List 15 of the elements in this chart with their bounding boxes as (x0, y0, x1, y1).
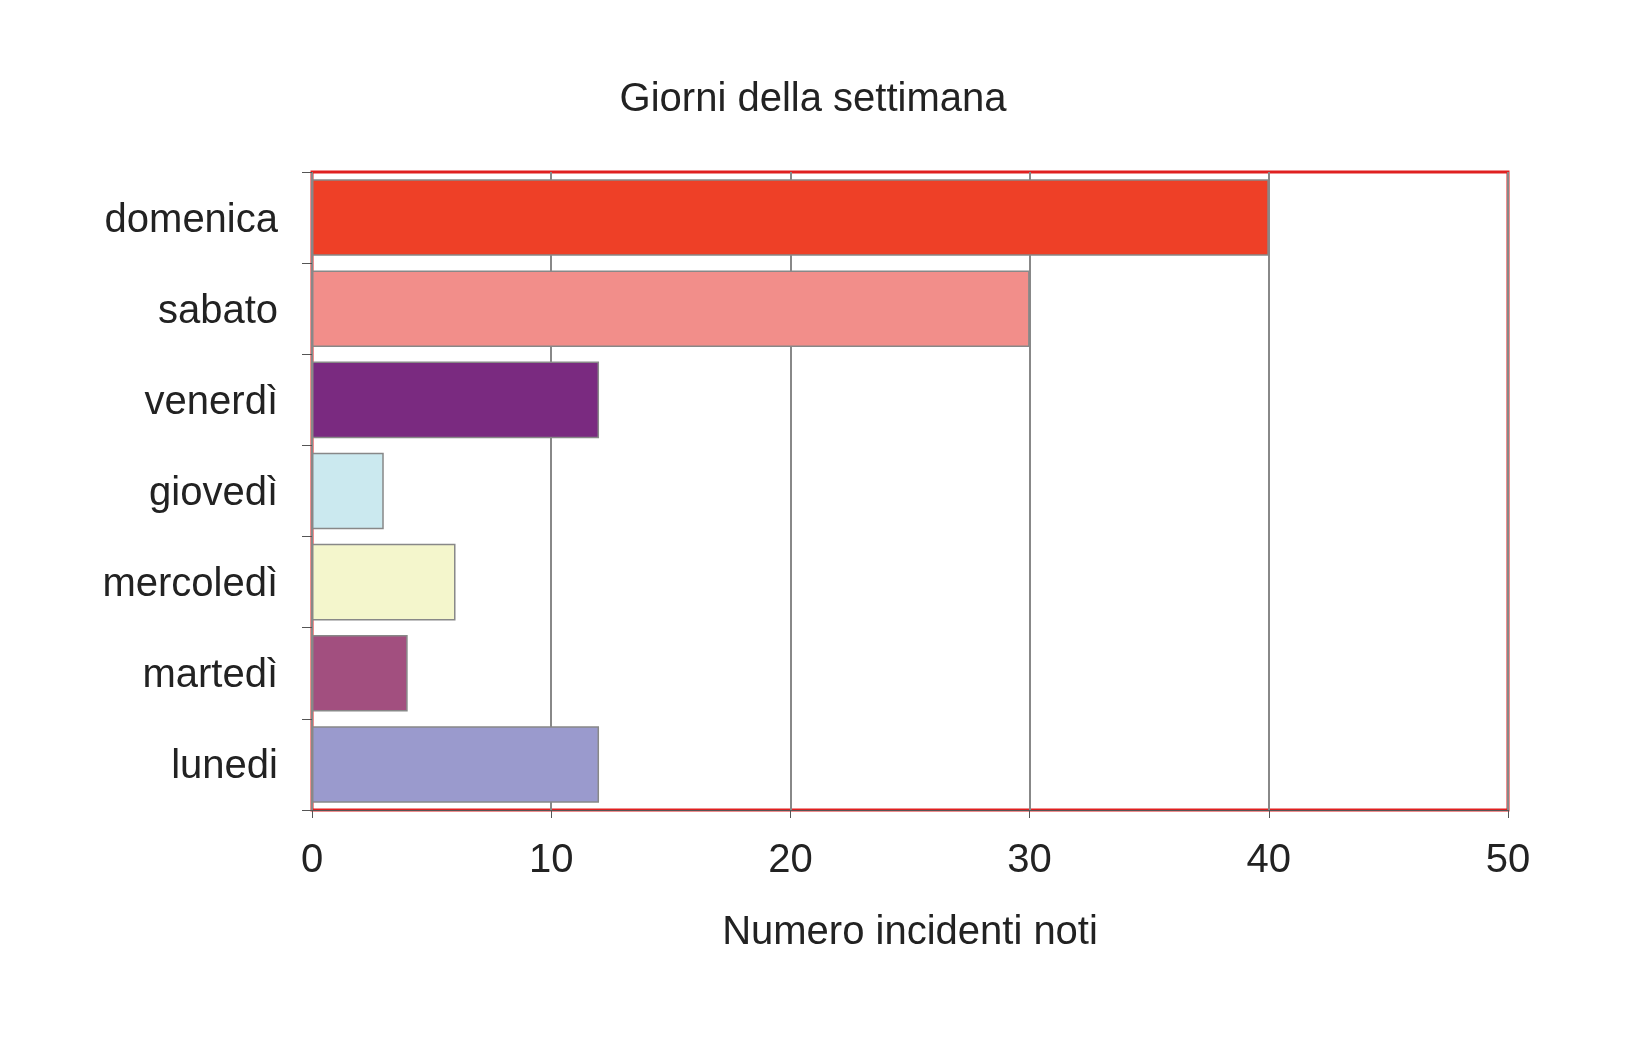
y-tick-label: sabato (157, 286, 278, 331)
y-tick-label: domenica (104, 195, 279, 240)
x-tick-label: 30 (1007, 836, 1052, 880)
x-tick-label: 0 (300, 836, 324, 880)
chart-title: Giorni della settimana (619, 75, 1008, 119)
x-tick-label: 10 (528, 836, 574, 880)
x-tick-label: 20 (768, 836, 813, 880)
x-tick-label: 40 (1246, 836, 1292, 880)
x-tick-label: 50 (1485, 836, 1531, 880)
y-tick-label: giovedì (149, 469, 278, 513)
y-tick-label: mercoledì (102, 560, 278, 605)
x-axis-title: Numero incidenti noti (722, 908, 1098, 952)
y-tick-label: lunedi (171, 742, 278, 787)
y-tick-label: martedì (142, 651, 278, 696)
y-tick-label: venerdì (144, 377, 278, 422)
